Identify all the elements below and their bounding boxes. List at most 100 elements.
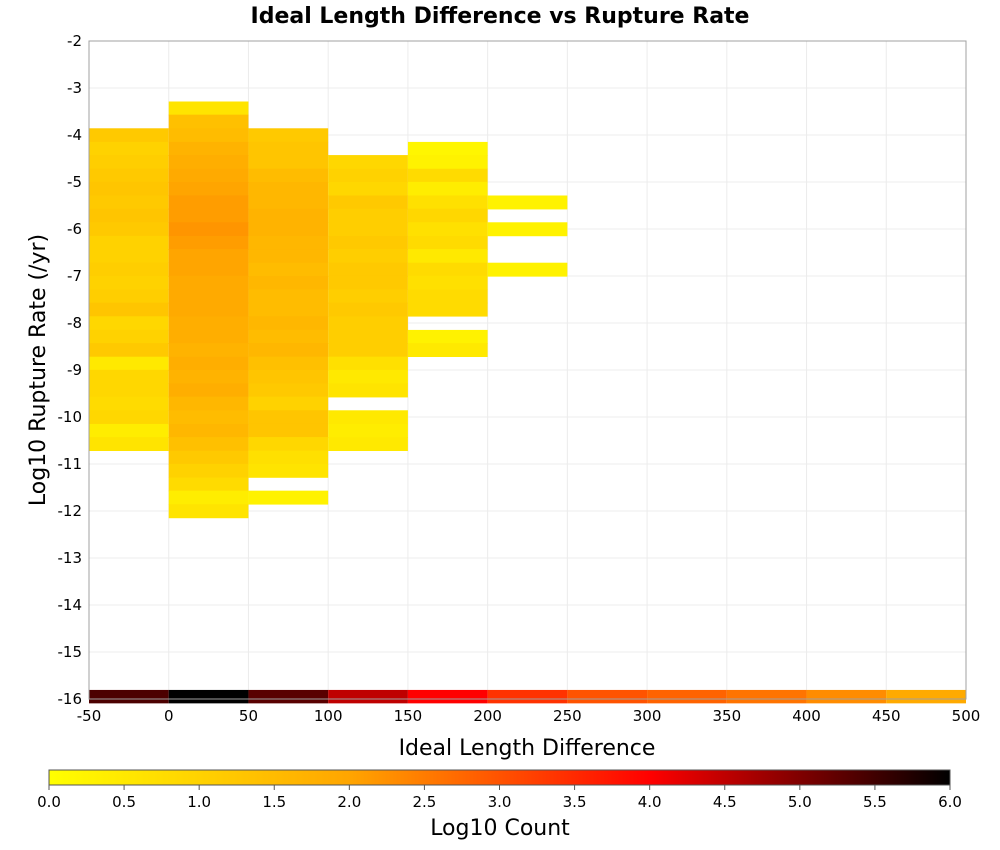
y-tick-label: -9 [67, 361, 82, 379]
heatmap-cell [89, 275, 169, 290]
colorbar-tick-label: 4.0 [638, 793, 662, 811]
heatmap-cell [168, 437, 249, 452]
heatmap-cell [328, 369, 408, 384]
x-tick-labels: -50 0 50 100 150 200 250 300 350 400 450 500 [77, 707, 981, 725]
heatmap-cell [89, 343, 169, 358]
heatmap-cell [328, 356, 408, 371]
heatmap-cell [328, 302, 408, 317]
heatmap-cell [248, 208, 329, 223]
y-tick-label: -5 [67, 173, 82, 191]
colorbar-tick-labels: 0.0 0.5 1.0 1.5 2.0 2.5 3.0 3.5 4.0 4.5 5.0 5.5 6.0 [37, 785, 962, 811]
heatmap-cell [168, 383, 249, 398]
colorbar-tick-label: 6.0 [938, 793, 962, 811]
heatmap-cell [89, 235, 169, 250]
heatmap-cell [89, 262, 169, 277]
plot-border [88, 40, 967, 700]
x-tick-label: 250 [553, 707, 582, 725]
heatmap-cell [89, 423, 169, 438]
heatmap-cell [328, 289, 408, 304]
heatmap-cell [647, 689, 727, 704]
heatmap-cell [89, 128, 169, 143]
heatmap-cell [168, 249, 249, 264]
x-tick-label: 450 [872, 707, 901, 725]
heatmap-cell [168, 114, 249, 129]
heatmap-cells [89, 101, 966, 704]
heatmap-cell [248, 275, 329, 290]
heatmap-cell [248, 383, 329, 398]
x-axis-label: Ideal Length Difference [399, 736, 656, 761]
x-tick-label: 400 [792, 707, 821, 725]
heatmap-cell [168, 101, 249, 116]
heatmap-cell [248, 128, 329, 143]
heatmap-cell [407, 195, 488, 210]
heatmap-cell [328, 316, 408, 331]
heatmap-cell [487, 222, 568, 237]
heatmap-cell [806, 689, 887, 704]
colorbar-tick-label: 3.5 [563, 793, 587, 811]
heatmap-cell [407, 141, 488, 156]
heatmap-cell [248, 181, 329, 196]
heatmap-cell [89, 396, 169, 411]
heatmap-cell [168, 329, 249, 344]
heatmap-cell [168, 369, 249, 384]
heatmap-cell [168, 410, 249, 425]
heatmap-cell [248, 410, 329, 425]
y-tick-label: -13 [58, 549, 83, 567]
x-tick-label: 50 [239, 707, 258, 725]
y-tick-label: -3 [67, 79, 82, 97]
heatmap-cell [89, 410, 169, 425]
heatmap-cell [89, 155, 169, 170]
y-tick-label: -14 [58, 596, 83, 614]
heatmap-cell [248, 396, 329, 411]
heatmap-cell [89, 329, 169, 344]
heatmap-cell [248, 463, 329, 478]
heatmap-cell [407, 289, 488, 304]
heatmap-cell [168, 128, 249, 143]
heatmap-cell [89, 302, 169, 317]
heatmap-cell [89, 437, 169, 452]
heatmap-cell [89, 222, 169, 237]
heatmap-cell [328, 168, 408, 183]
heatmap-cell [886, 689, 966, 704]
heatmap-cell [407, 181, 488, 196]
heatmap-cell [328, 423, 408, 438]
heatmap-cell [328, 195, 408, 210]
heatmap-cell [248, 490, 329, 505]
heatmap-cell [248, 356, 329, 371]
heatmap-cell [168, 262, 249, 277]
y-tick-label: -15 [58, 643, 83, 661]
x-tick-label: 200 [473, 707, 502, 725]
heatmap-cell [168, 181, 249, 196]
heatmap-cell [407, 302, 488, 317]
heatmap-cell [407, 168, 488, 183]
heatmap-cell [89, 195, 169, 210]
heatmap-cell [89, 383, 169, 398]
heatmap-cell [248, 329, 329, 344]
y-tick-label: -2 [67, 32, 82, 50]
heatmap-cell [168, 423, 249, 438]
heatmap-cell [407, 329, 488, 344]
heatmap-cell [168, 208, 249, 223]
colorbar-tick-label: 5.5 [863, 793, 887, 811]
heatmap-cell [328, 437, 408, 452]
y-tick-label: -6 [67, 220, 82, 238]
heatmap-cell [248, 155, 329, 170]
heatmap-cell [407, 343, 488, 358]
y-tick-label: -7 [67, 267, 82, 285]
x-tick-label: 150 [394, 707, 423, 725]
heatmap-cell [248, 141, 329, 156]
heatmap-cell [89, 181, 169, 196]
y-tick-label: -12 [58, 502, 83, 520]
heatmap-cell [168, 343, 249, 358]
heatmap-cell [248, 235, 329, 250]
heatmap-cell [487, 689, 568, 704]
heatmap-cell [168, 289, 249, 304]
heatmap-cell [407, 262, 488, 277]
x-tick-label: 500 [952, 707, 981, 725]
heatmap-cell [248, 249, 329, 264]
colorbar-tick-label: 1.0 [187, 793, 211, 811]
heatmap-cell [168, 477, 249, 492]
heatmap-cell [168, 141, 249, 156]
heatmap-cell [487, 262, 568, 277]
heatmap-cell [168, 222, 249, 237]
